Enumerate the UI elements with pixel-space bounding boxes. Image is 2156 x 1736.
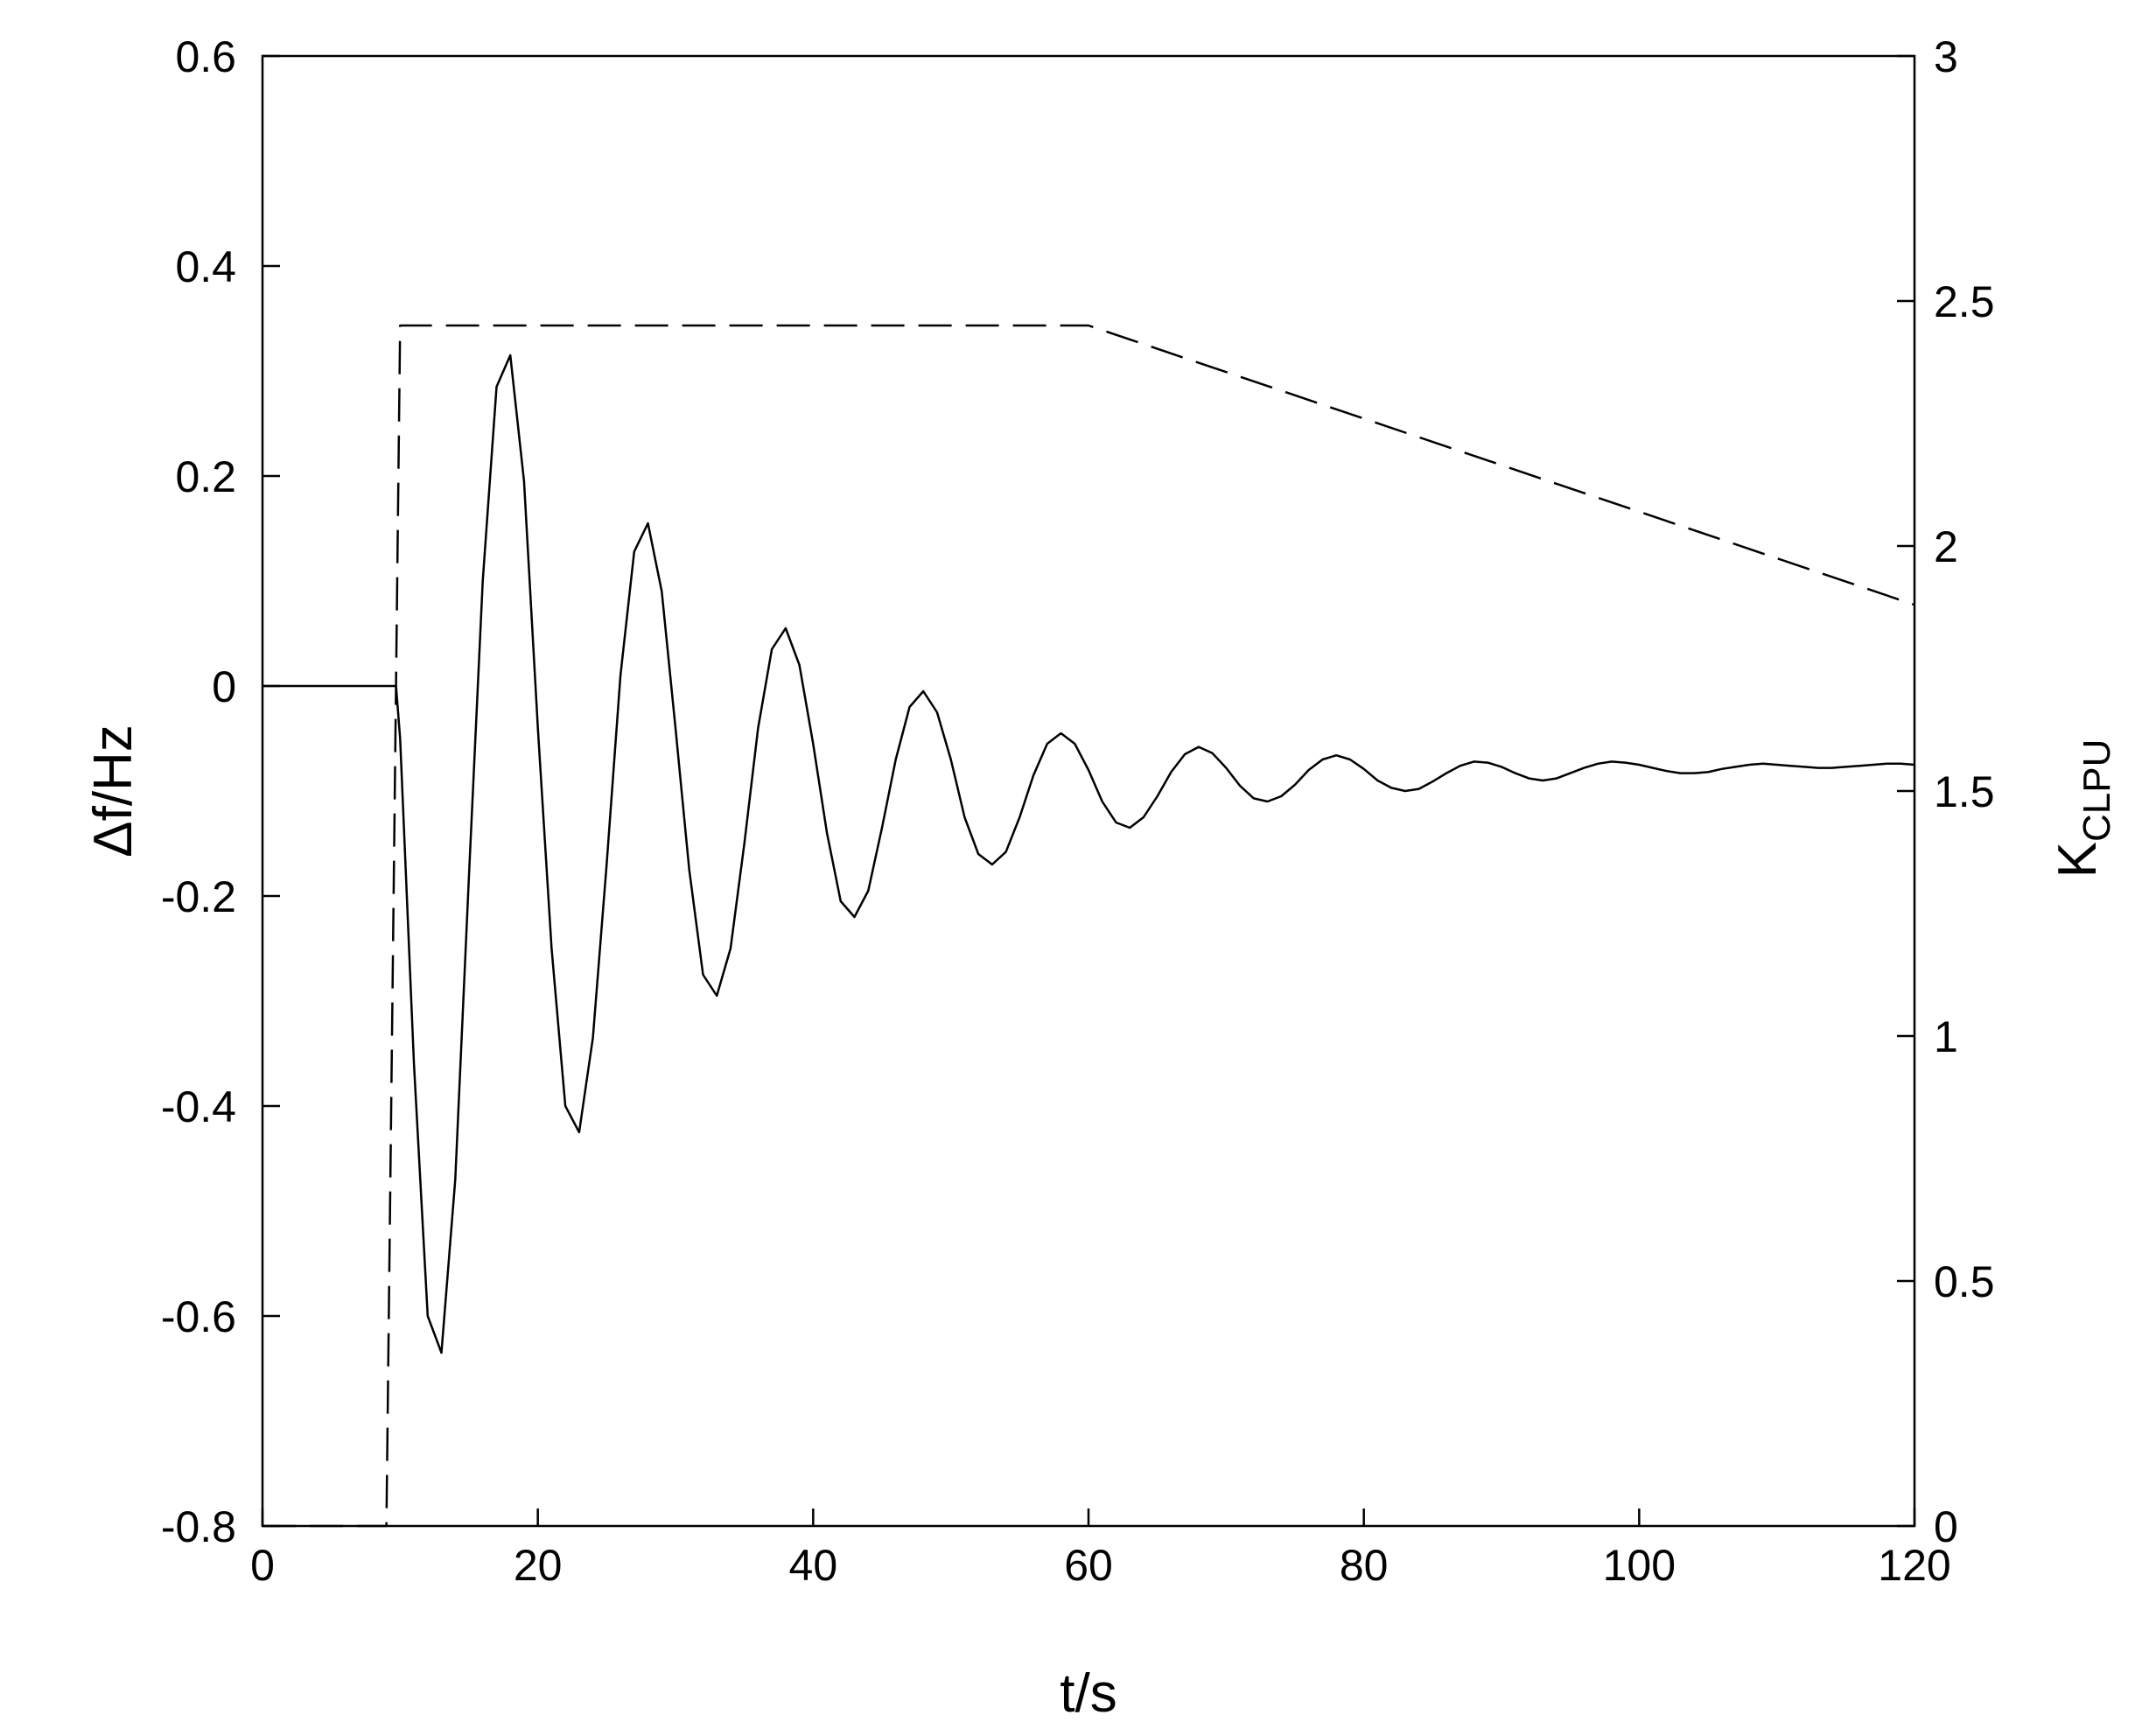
y-right-tick-label: 1 — [1934, 1012, 1958, 1061]
y-left-tick-label: -0.8 — [161, 1502, 236, 1551]
x-tick-label: 0 — [250, 1541, 275, 1590]
y-right-axis-title-main: K — [2048, 842, 2108, 878]
y-left-tick-label: 0.2 — [175, 452, 236, 501]
y-left-tick-label: 0.6 — [175, 32, 236, 81]
x-tick-label: 100 — [1603, 1541, 1676, 1590]
x-axis-title: t/s — [1060, 1663, 1116, 1724]
y-right-tick-label: 0 — [1934, 1502, 1958, 1551]
plot-frame — [261, 54, 1916, 1528]
y-left-tick-label: -0.2 — [161, 872, 236, 921]
x-tick-label: 60 — [1064, 1541, 1113, 1590]
x-tick-label: 20 — [514, 1541, 563, 1590]
series-layer — [262, 324, 1915, 1528]
x-axis-ticks: 0 20 40 60 80 100 120 — [250, 1508, 1951, 1590]
frequency-deviation-series-line — [262, 354, 1915, 1354]
y-right-tick-label: 2.5 — [1934, 277, 1995, 326]
k-clpu-series-line — [262, 324, 1915, 1528]
y-left-axis-title: Δf/Hz — [83, 724, 144, 858]
x-tick-label: 120 — [1878, 1541, 1950, 1590]
y-right-axis-title-subscript: CLPU — [2076, 739, 2118, 842]
y-right-tick-label: 1.5 — [1934, 767, 1995, 816]
y-left-axis-ticks: -0.8 -0.6 -0.4 -0.2 0 0.2 0.4 0.6 — [161, 32, 280, 1551]
y-right-tick-label: 3 — [1934, 32, 1958, 81]
y-left-tick-label: -0.4 — [161, 1082, 236, 1131]
y-right-tick-label: 0.5 — [1934, 1257, 1995, 1306]
y-left-tick-label: 0.4 — [175, 242, 236, 291]
x-tick-label: 80 — [1340, 1541, 1389, 1590]
y-left-tick-label: -0.6 — [161, 1292, 236, 1341]
y-left-tick-label: 0 — [212, 662, 236, 711]
y-right-axis-title: KCLPU — [2048, 739, 2118, 878]
y-right-axis-ticks: 0 0.5 1 1.5 2 2.5 3 — [1897, 32, 1995, 1551]
y-right-tick-label: 2 — [1934, 522, 1958, 571]
x-tick-label: 40 — [789, 1541, 838, 1590]
svg-text:KCLPU: KCLPU — [2048, 739, 2118, 878]
